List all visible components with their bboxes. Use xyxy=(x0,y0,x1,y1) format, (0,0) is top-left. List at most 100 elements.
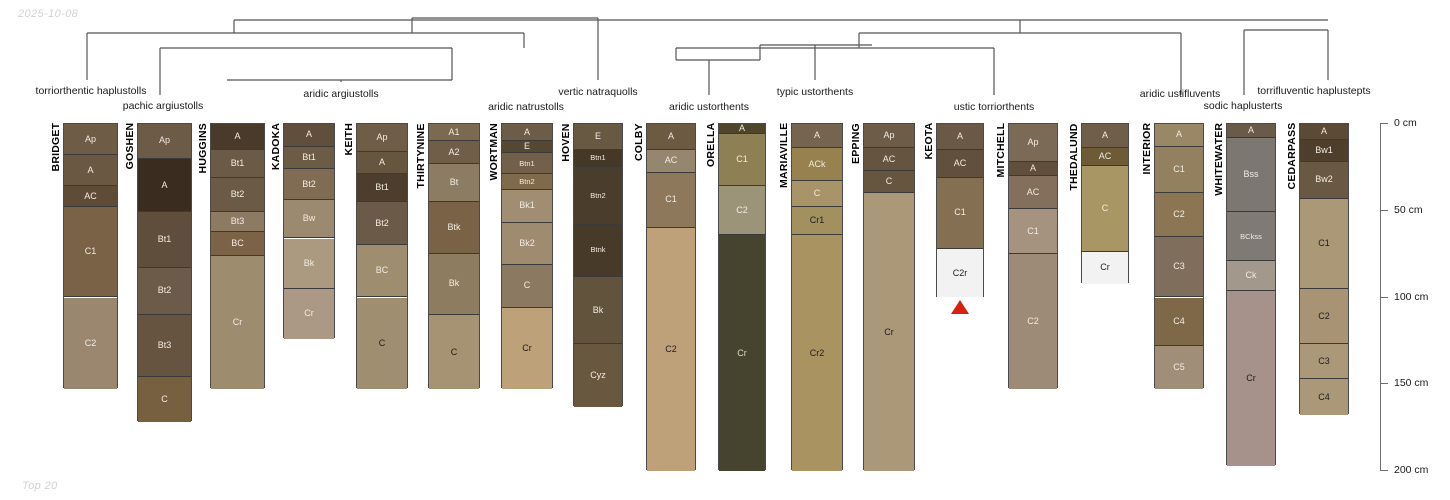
profile-column[interactable]: Ap A AC C1 C2 xyxy=(63,123,118,390)
soil-horizon[interactable]: AC xyxy=(647,150,695,173)
soil-horizon[interactable]: A xyxy=(1009,162,1057,177)
soil-horizon[interactable]: Bk2 xyxy=(502,222,552,265)
soil-horizon[interactable]: Cr xyxy=(1227,290,1275,466)
soil-horizon[interactable]: C2 xyxy=(647,228,695,471)
soil-horizon[interactable]: Ap xyxy=(357,124,407,152)
soil-horizon[interactable]: Bt1 xyxy=(211,150,264,178)
soil-horizon[interactable]: Bk xyxy=(574,276,622,345)
soil-horizon[interactable]: BC xyxy=(211,231,264,256)
soil-horizon[interactable]: Bt3 xyxy=(211,212,264,232)
soil-horizon[interactable]: C4 xyxy=(1300,379,1348,416)
soil-horizon[interactable]: Bk xyxy=(284,238,334,289)
soil-horizon[interactable]: A xyxy=(1300,124,1348,140)
soil-horizon[interactable]: A xyxy=(1155,124,1203,147)
soil-horizon[interactable]: Bt1 xyxy=(284,146,334,170)
soil-horizon[interactable]: E xyxy=(574,124,622,151)
soil-horizon[interactable]: Btk xyxy=(429,202,479,255)
soil-horizon[interactable]: Bt2 xyxy=(138,268,191,315)
soil-horizon[interactable]: A xyxy=(284,124,334,147)
soil-horizon[interactable]: Cyz xyxy=(574,344,622,407)
soil-horizon[interactable]: C4 xyxy=(1155,297,1203,347)
soil-horizon[interactable]: Ap xyxy=(138,124,191,159)
soil-horizon[interactable]: AC xyxy=(1082,148,1128,166)
soil-horizon[interactable]: Bw2 xyxy=(1300,162,1348,199)
soil-horizon[interactable]: AC xyxy=(1009,176,1057,209)
soil-horizon[interactable]: Btnk xyxy=(574,224,622,277)
soil-horizon[interactable]: Bt1 xyxy=(138,212,191,268)
soil-horizon[interactable]: Bw xyxy=(284,200,334,239)
soil-horizon[interactable]: C xyxy=(429,314,479,390)
soil-horizon[interactable]: C1 xyxy=(937,177,983,249)
soil-horizon[interactable]: C2r xyxy=(937,248,983,298)
soil-horizon[interactable]: C5 xyxy=(1155,346,1203,390)
soil-horizon[interactable]: A2 xyxy=(429,141,479,164)
profile-column[interactable]: A AC C1 C2 xyxy=(646,123,696,471)
soil-horizon[interactable]: C xyxy=(502,264,552,308)
soil-horizon[interactable]: AC xyxy=(937,150,983,178)
soil-horizon[interactable]: A xyxy=(357,151,407,175)
soil-horizon[interactable]: Cr xyxy=(1082,252,1128,284)
soil-horizon[interactable]: Bt2 xyxy=(284,169,334,201)
soil-horizon[interactable]: A1 xyxy=(429,124,479,142)
soil-horizon[interactable]: Bk1 xyxy=(502,189,552,223)
profile-column[interactable]: A Bt1 Bt2 Bt3 BC Cr xyxy=(210,123,265,390)
soil-horizon[interactable]: A xyxy=(937,124,983,151)
profile-column[interactable]: Ap A Bt1 Bt2 BC C xyxy=(356,123,408,390)
soil-horizon[interactable]: AC xyxy=(64,186,117,208)
soil-horizon[interactable]: Bt1 xyxy=(357,174,407,203)
soil-horizon[interactable]: E xyxy=(502,141,552,154)
soil-horizon[interactable]: A xyxy=(64,155,117,187)
profile-column[interactable]: A C1 C2 Cr xyxy=(718,123,766,471)
profile-column[interactable]: A ACk C Cr1 Cr2 xyxy=(791,123,843,471)
profile-column[interactable]: E Btn1 Btn2 Btnk Bk Cyz xyxy=(573,123,623,407)
soil-horizon[interactable]: Cr1 xyxy=(792,207,842,236)
profile-column[interactable]: A E Btn1 Btn2 Bk1 Bk2 C Cr xyxy=(501,123,553,390)
soil-horizon[interactable]: C2 xyxy=(1300,288,1348,345)
profile-column[interactable]: A Bss BCkss Ck Cr xyxy=(1226,123,1276,466)
soil-horizon[interactable]: Bk xyxy=(429,254,479,315)
soil-horizon[interactable]: C xyxy=(864,170,914,194)
soil-horizon[interactable]: Cr xyxy=(502,307,552,390)
soil-horizon[interactable]: C3 xyxy=(1155,236,1203,298)
soil-horizon[interactable]: Ap xyxy=(864,124,914,149)
soil-horizon[interactable]: C3 xyxy=(1300,344,1348,380)
soil-horizon[interactable]: Ap xyxy=(64,124,117,156)
soil-horizon[interactable]: Btn1 xyxy=(574,150,622,168)
profile-column[interactable]: A C1 C2 C3 C4 C5 xyxy=(1154,123,1204,390)
soil-horizon[interactable]: C1 xyxy=(1155,146,1203,194)
soil-horizon[interactable]: A xyxy=(647,124,695,151)
soil-horizon[interactable]: Bt2 xyxy=(211,177,264,213)
soil-horizon[interactable]: A xyxy=(719,124,765,135)
soil-horizon[interactable]: Bt3 xyxy=(138,314,191,378)
soil-horizon[interactable]: C2 xyxy=(719,186,765,236)
soil-horizon[interactable]: AC xyxy=(864,148,914,171)
profile-column[interactable]: Ap A Bt1 Bt2 Bt3 C xyxy=(137,123,192,423)
soil-horizon[interactable]: C xyxy=(1082,165,1128,253)
soil-horizon[interactable]: C xyxy=(138,377,191,423)
soil-horizon[interactable]: Bt2 xyxy=(357,202,407,246)
soil-horizon[interactable]: Ap xyxy=(1009,124,1057,163)
soil-horizon[interactable]: BCkss xyxy=(1227,212,1275,262)
soil-horizon[interactable]: Cr xyxy=(719,235,765,471)
profile-column[interactable]: A1 A2 Bt Btk Bk C xyxy=(428,123,480,390)
soil-horizon[interactable]: Ck xyxy=(1227,261,1275,291)
soil-horizon[interactable]: Btn2 xyxy=(574,167,622,225)
soil-horizon[interactable]: A xyxy=(1082,124,1128,149)
soil-horizon[interactable]: Cr xyxy=(211,255,264,390)
soil-horizon[interactable]: C xyxy=(792,181,842,208)
soil-horizon[interactable]: Btn1 xyxy=(502,153,552,175)
soil-horizon[interactable]: Btn2 xyxy=(502,174,552,190)
soil-horizon[interactable]: A xyxy=(792,124,842,149)
soil-horizon[interactable]: C1 xyxy=(647,172,695,229)
soil-horizon[interactable]: C2 xyxy=(1155,193,1203,237)
soil-horizon[interactable]: C2 xyxy=(64,297,117,390)
soil-horizon[interactable]: A xyxy=(502,124,552,142)
profile-column[interactable]: A Bw1 Bw2 C1 C2 C3 C4 xyxy=(1299,123,1349,416)
profile-column[interactable]: Ap A AC C1 C2 xyxy=(1008,123,1058,390)
soil-horizon[interactable]: Bw1 xyxy=(1300,139,1348,163)
soil-horizon[interactable]: C1 xyxy=(719,134,765,187)
soil-horizon[interactable]: ACk xyxy=(792,148,842,182)
soil-horizon[interactable]: Bss xyxy=(1227,137,1275,213)
profile-column[interactable]: Ap AC C Cr xyxy=(863,123,915,471)
soil-horizon[interactable]: Cr2 xyxy=(792,235,842,471)
